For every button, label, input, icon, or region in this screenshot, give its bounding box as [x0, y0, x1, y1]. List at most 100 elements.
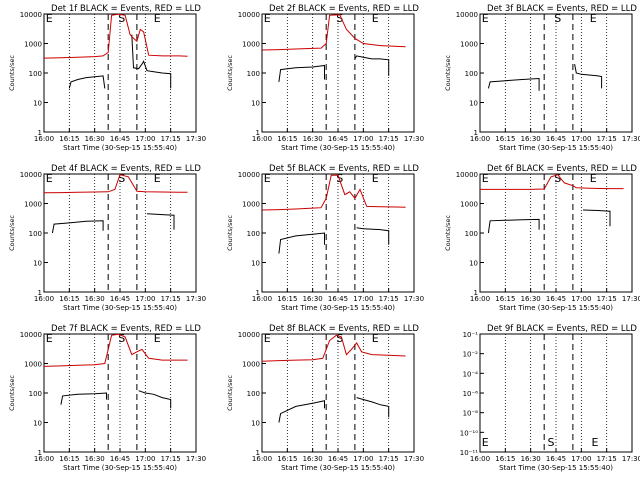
y-tick-label: 100: [247, 230, 260, 238]
x-tick-label: 17:00: [135, 455, 155, 463]
y-tick-label: 10000: [238, 11, 260, 19]
x-tick-label: 17:15: [161, 135, 181, 143]
y-tick-label: 10: [469, 260, 478, 268]
y-tick-label: 1000: [460, 201, 478, 209]
y-axis-label: Counts/sec: [8, 215, 16, 251]
x-tick-label: 16:00: [470, 295, 490, 303]
y-tick-label: 10000: [20, 11, 42, 19]
plot-frame: [261, 173, 415, 293]
y-tick-label: 1000: [242, 201, 260, 209]
marker-s: S: [548, 436, 555, 449]
y-tick-label: 1000: [242, 361, 260, 369]
events-series-line: [487, 209, 611, 234]
panel-8: Det 8f BLACK = Events, RED = LLD 16:00 16:…: [226, 324, 424, 472]
x-tick-label: 16:30: [85, 295, 105, 303]
marker-e: E: [154, 172, 161, 185]
x-tick-label: 16:30: [85, 135, 105, 143]
y-tick-label: 10⁻⁴: [463, 370, 479, 378]
x-tick-label: 17:00: [571, 295, 591, 303]
y-tick-label: 100: [465, 230, 478, 238]
y-tick-label: 10: [469, 100, 478, 108]
y-axis-label: Counts/sec: [444, 55, 452, 91]
y-tick-label: 1: [38, 289, 42, 297]
marker-e: E: [482, 436, 489, 449]
y-tick-label: 1: [256, 289, 260, 297]
y-tick-label: 100: [465, 70, 478, 78]
plot-frame: [479, 333, 633, 453]
x-tick-label: 16:30: [85, 455, 105, 463]
plot-frame: [479, 173, 633, 293]
y-tick-label: 10⁻¹: [463, 331, 479, 339]
x-tick-label: 17:30: [404, 455, 424, 463]
events-series-line: [278, 227, 390, 254]
marker-e: E: [154, 12, 161, 25]
marker-s: S: [554, 12, 561, 25]
x-tick-label: 16:45: [546, 455, 566, 463]
x-tick-label: 17:00: [571, 455, 591, 463]
marker-s: S: [118, 172, 125, 185]
y-tick-label: 100: [247, 390, 260, 398]
x-tick-label: 16:30: [521, 455, 541, 463]
lld-series-line: [261, 334, 406, 362]
x-tick-label: 16:30: [303, 295, 323, 303]
x-tick-label: 16:15: [495, 135, 515, 143]
y-tick-label: 1000: [460, 41, 478, 49]
x-tick-label: 16:45: [328, 295, 348, 303]
events-series-line: [487, 64, 603, 91]
panel-title: Det 6f BLACK = Events, RED = LLD: [487, 164, 637, 174]
marker-s: S: [336, 12, 343, 25]
lld-series-line: [43, 13, 188, 59]
y-tick-label: 100: [247, 70, 260, 78]
x-axis-label: Start Time (30-Sep-15 15:55:40): [281, 144, 395, 152]
y-tick-label: 100: [29, 70, 42, 78]
marker-e: E: [372, 12, 379, 25]
y-tick-label: 10000: [20, 331, 42, 339]
y-tick-label: 1000: [24, 201, 42, 209]
x-tick-label: 17:15: [597, 455, 617, 463]
x-tick-label: 16:30: [521, 135, 541, 143]
x-tick-label: 16:15: [277, 135, 297, 143]
marker-e: E: [590, 172, 597, 185]
x-tick-label: 16:15: [59, 135, 79, 143]
y-tick-label: 10000: [238, 171, 260, 179]
y-tick-label: 10⁻¹¹: [460, 449, 478, 457]
x-tick-label: 16:15: [495, 455, 515, 463]
y-tick-label: 10000: [456, 11, 478, 19]
y-tick-label: 1: [38, 449, 42, 457]
marker-e: E: [46, 12, 53, 25]
plot-frame: [479, 13, 633, 133]
x-tick-label: 17:30: [622, 455, 640, 463]
panel-title: Det 1f BLACK = Events, RED = LLD: [51, 4, 201, 14]
plot-frame: [261, 333, 415, 453]
x-tick-label: 16:15: [59, 455, 79, 463]
x-tick-label: 17:00: [353, 135, 373, 143]
x-tick-label: 17:30: [186, 135, 206, 143]
y-axis-label: Counts/sec: [226, 55, 234, 91]
x-tick-label: 17:30: [186, 295, 206, 303]
y-tick-label: 1: [474, 129, 478, 137]
y-tick-label: 10⁻⁶: [463, 390, 479, 398]
x-tick-label: 16:45: [328, 455, 348, 463]
marker-e: E: [372, 332, 379, 345]
panel-9: Det 9f BLACK = Events, RED = LLD 16:00 16:…: [460, 324, 640, 472]
y-tick-label: 10: [33, 420, 42, 428]
plot-frame: [261, 13, 415, 133]
lld-series-line: [261, 174, 406, 211]
panel-title: Det 3f BLACK = Events, RED = LLD: [487, 4, 637, 14]
x-tick-label: 17:15: [597, 135, 617, 143]
x-tick-label: 16:00: [470, 135, 490, 143]
x-tick-label: 17:15: [379, 455, 399, 463]
y-tick-label: 10000: [20, 171, 42, 179]
y-tick-label: 1000: [24, 41, 42, 49]
panel-title: Det 4f BLACK = Events, RED = LLD: [51, 164, 201, 174]
events-series-line: [60, 390, 172, 409]
y-tick-label: 100: [29, 390, 42, 398]
x-tick-label: 16:00: [252, 295, 272, 303]
panel-3: Det 3f BLACK = Events, RED = LLD 16:00 16:…: [444, 4, 640, 152]
y-axis-label: Counts/sec: [226, 375, 234, 411]
x-tick-label: 16:00: [34, 135, 54, 143]
marker-e: E: [482, 12, 489, 25]
panel-title: Det 8f BLACK = Events, RED = LLD: [269, 324, 419, 334]
x-tick-label: 16:00: [252, 135, 272, 143]
marker-e: E: [591, 436, 598, 449]
